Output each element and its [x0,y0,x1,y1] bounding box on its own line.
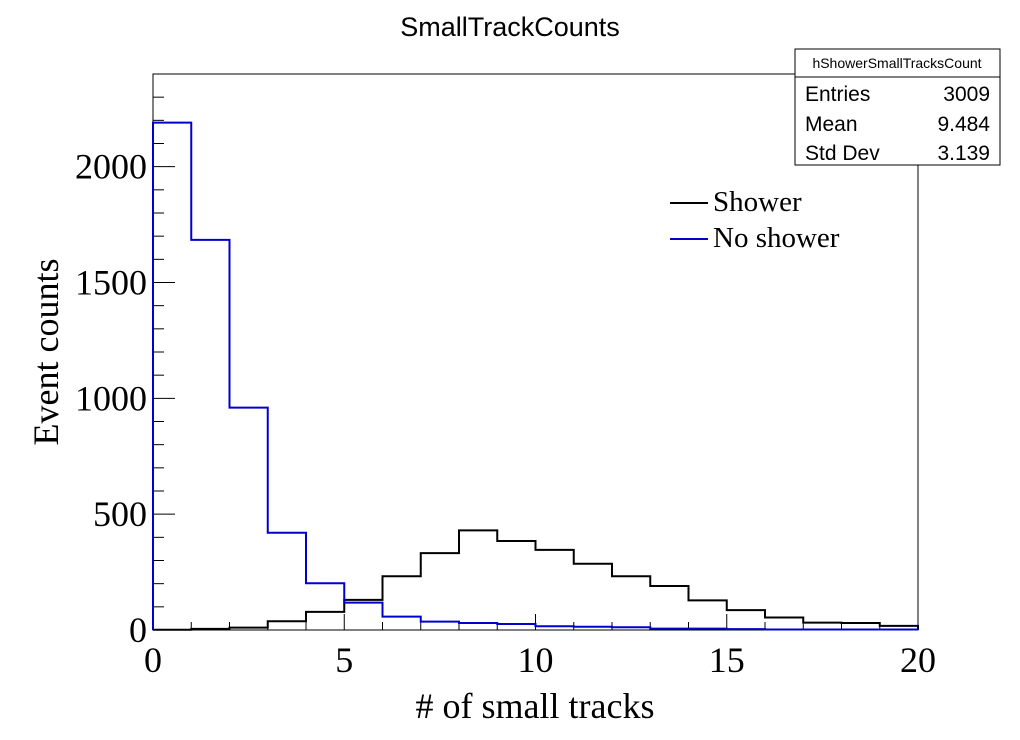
x-tick-label: 10 [518,640,554,680]
legend-label-no-shower: No shower [713,222,840,254]
x-axis: 0 5 10 15 20 [144,614,936,680]
y-tick-label: 500 [93,494,147,534]
stats-entries-value: 3009 [943,83,990,106]
x-tick-label: 0 [144,640,162,680]
legend: Shower No shower [670,186,840,254]
x-axis-label: # of small tracks [416,686,655,726]
y-axis: 0 500 1000 1500 2000 [75,73,175,650]
stats-entries-label: Entries [805,83,870,106]
y-tick-label: 1000 [75,378,147,418]
legend-label-shower: Shower [713,186,802,218]
series-line-shower [152,529,919,631]
series-line-no-shower [152,121,919,631]
chart-title: SmallTrackCounts [400,12,620,42]
stats-mean-value: 9.484 [937,113,990,136]
stats-box-frame [794,48,1001,166]
y-tick-label: 1500 [75,263,147,303]
stats-mean-label: Mean [805,113,858,136]
x-tick-label: 20 [900,640,936,680]
y-axis-label: Event counts [26,259,66,446]
x-tick-label: 5 [335,640,353,680]
y-tick-label: 2000 [75,147,147,187]
x-tick-label: 15 [709,640,745,680]
stats-box: hShowerSmallTracksCount Entries 3009 Mea… [794,48,1001,166]
stats-stddev-value: 3.139 [937,142,990,165]
stats-box-name: hShowerSmallTracksCount [812,55,981,71]
series-layer [152,121,919,631]
stats-stddev-label: Std Dev [805,142,880,165]
y-tick-label: 0 [129,610,147,650]
